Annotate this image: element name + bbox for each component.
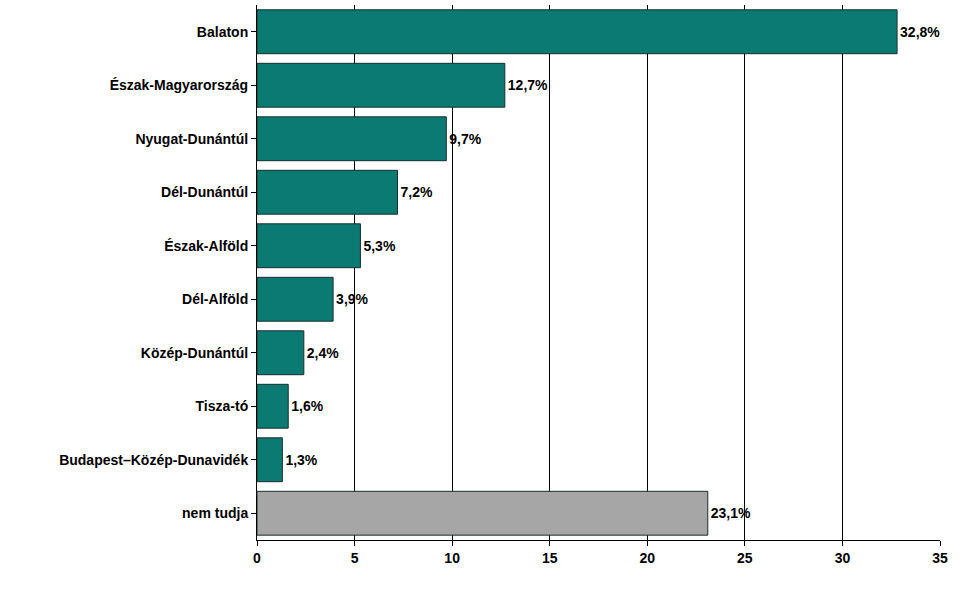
svg-text:Észak-Magyarország: Észak-Magyarország <box>110 77 249 93</box>
svg-text:15: 15 <box>542 550 558 566</box>
svg-text:Észak-Alföld: Észak-Alföld <box>164 238 248 254</box>
svg-text:10: 10 <box>444 550 460 566</box>
svg-text:12,7%: 12,7% <box>508 77 548 93</box>
svg-text:Budapest–Közép-Dunavidék: Budapest–Közép-Dunavidék <box>59 452 248 468</box>
svg-text:Balaton: Balaton <box>197 24 248 40</box>
svg-text:20: 20 <box>640 550 656 566</box>
svg-text:3,9%: 3,9% <box>336 291 368 307</box>
svg-text:Dél-Alföld: Dél-Alföld <box>182 291 248 307</box>
svg-text:32,8%: 32,8% <box>900 24 940 40</box>
svg-text:nem tudja: nem tudja <box>182 505 248 521</box>
svg-text:Dél-Dunántúl: Dél-Dunántúl <box>161 184 248 200</box>
svg-text:Tisza-tó: Tisza-tó <box>196 398 249 414</box>
svg-text:35: 35 <box>932 550 948 566</box>
svg-text:5,3%: 5,3% <box>363 238 395 254</box>
svg-text:9,7%: 9,7% <box>449 131 481 147</box>
svg-text:1,6%: 1,6% <box>291 398 323 414</box>
svg-text:1,3%: 1,3% <box>285 452 317 468</box>
svg-text:5: 5 <box>351 550 359 566</box>
svg-text:7,2%: 7,2% <box>401 184 433 200</box>
svg-text:2,4%: 2,4% <box>307 345 339 361</box>
svg-text:Nyugat-Dunántúl: Nyugat-Dunántúl <box>135 131 248 147</box>
svg-text:30: 30 <box>835 550 851 566</box>
svg-text:0: 0 <box>253 550 261 566</box>
svg-text:23,1%: 23,1% <box>711 505 751 521</box>
svg-text:25: 25 <box>737 550 753 566</box>
svg-text:Közép-Dunántúl: Közép-Dunántúl <box>141 345 248 361</box>
